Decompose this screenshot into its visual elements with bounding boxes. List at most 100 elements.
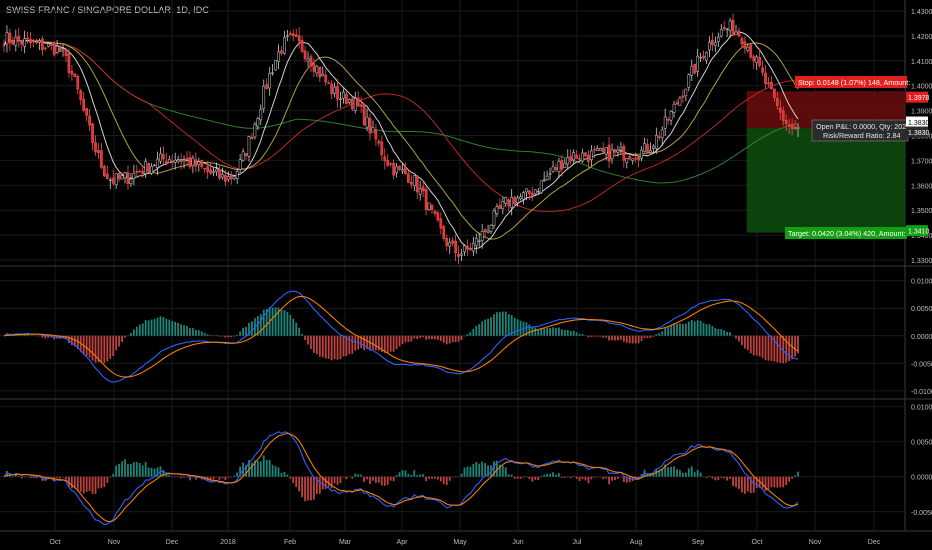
- histogram-bar: [318, 476, 321, 494]
- histogram-bar: [773, 476, 776, 488]
- histogram-bar: [578, 333, 581, 336]
- histogram-bar: [528, 324, 531, 336]
- histogram-bar: [274, 307, 277, 336]
- histogram-bar: [431, 476, 433, 479]
- histogram-bar: [32, 476, 35, 478]
- histogram-bar: [791, 335, 793, 360]
- histogram-bar: [475, 325, 478, 336]
- histogram-bar: [741, 476, 743, 493]
- histogram-bar: [581, 334, 584, 336]
- histogram-bar: [339, 476, 342, 484]
- histogram-bar: [785, 476, 788, 486]
- histogram-bar: [342, 335, 345, 357]
- histogram-bar: [504, 311, 507, 336]
- histogram-bar: [259, 461, 262, 477]
- candle: [483, 228, 487, 239]
- indicator-tick-label: 0.0050: [911, 306, 932, 313]
- histogram-bar: [23, 476, 26, 478]
- histogram-bar: [138, 463, 141, 477]
- histogram-bar: [699, 320, 702, 336]
- histogram-bar: [431, 335, 433, 340]
- histogram-bar: [221, 335, 224, 337]
- histogram-bar: [295, 476, 298, 488]
- candle: [495, 203, 499, 217]
- histogram-bar: [127, 335, 129, 337]
- histogram-bar: [543, 474, 546, 477]
- candle: [764, 65, 767, 90]
- macd-panel-1-axis: 0.0100 0.0050 0.0000 -0.0050 -0.0100: [911, 279, 932, 396]
- histogram-bar: [29, 476, 32, 479]
- histogram-bar: [575, 332, 578, 336]
- histogram-bar: [552, 472, 554, 477]
- histogram-bar: [602, 476, 605, 480]
- histogram-bar: [103, 335, 106, 363]
- histogram-bar: [519, 476, 522, 479]
- histogram-bar: [94, 335, 97, 363]
- candle: [409, 175, 413, 188]
- histogram-bar: [442, 335, 445, 343]
- candle: [637, 157, 640, 168]
- histogram-bar: [321, 335, 324, 358]
- histogram-bar: [360, 474, 363, 477]
- histogram-bar: [540, 475, 543, 477]
- histogram-bar: [439, 335, 442, 342]
- histogram-bar: [380, 476, 383, 486]
- histogram-bar: [386, 476, 389, 485]
- candle: [61, 43, 65, 57]
- candle: [699, 52, 702, 62]
- histogram-bar: [558, 327, 560, 336]
- indicator-tick-label: -0.0050: [911, 361, 932, 368]
- candle: [404, 162, 407, 175]
- histogram-bar: [664, 464, 667, 477]
- histogram-bar: [434, 335, 436, 340]
- candle: [442, 224, 446, 241]
- stop-label[interactable]: Stop: 0.0148 (1.07%) 148, Amount:: [795, 76, 910, 88]
- histogram-bar: [469, 466, 472, 477]
- candle: [209, 162, 212, 176]
- macd-panel-2-axis: 0.0100 0.0050 0.0000 -0.0050: [911, 405, 932, 517]
- candle: [100, 143, 103, 170]
- histogram-bar: [416, 475, 419, 477]
- histogram-bar: [144, 462, 147, 477]
- histogram-bar: [327, 335, 330, 359]
- histogram-bar: [693, 472, 696, 477]
- price-tick-label: 1.3700: [911, 158, 932, 165]
- target-zone[interactable]: [746, 128, 905, 233]
- candle: [229, 171, 233, 185]
- histogram-bar: [23, 334, 26, 336]
- candle: [132, 164, 136, 186]
- histogram-bar: [690, 319, 693, 336]
- candle: [35, 38, 38, 45]
- histogram-bar: [366, 335, 368, 349]
- candle: [244, 153, 248, 160]
- svg-text:Target: 0.0420 (3.04%) 420, Am: Target: 0.0420 (3.04%) 420, Amount:: [788, 229, 905, 238]
- candle: [469, 242, 472, 251]
- candle: [306, 51, 310, 67]
- target-label[interactable]: Target: 0.0420 (3.04%) 420, Amount:: [785, 227, 907, 239]
- candle: [634, 152, 638, 163]
- indicator-tick-label: 0.0100: [911, 279, 932, 286]
- histogram-bar: [584, 335, 587, 336]
- histogram-bar: [602, 335, 605, 338]
- histogram-bar: [619, 476, 622, 478]
- candle: [64, 47, 68, 62]
- histogram-bar: [333, 476, 336, 484]
- candle: [291, 29, 295, 42]
- candle: [55, 39, 59, 55]
- candle: [11, 37, 15, 46]
- time-tick-label: 2018: [220, 539, 236, 546]
- candle: [513, 195, 516, 208]
- histogram-bar: [587, 335, 590, 338]
- histogram-bar: [735, 476, 737, 488]
- candle: [371, 120, 375, 133]
- histogram-bar: [271, 307, 274, 336]
- histogram-bar: [569, 331, 572, 336]
- candle: [740, 36, 744, 49]
- histogram-bar: [377, 476, 380, 483]
- histogram-bar: [436, 335, 439, 340]
- candle: [714, 36, 717, 53]
- histogram-bar: [755, 335, 758, 356]
- histogram-bar: [106, 335, 109, 362]
